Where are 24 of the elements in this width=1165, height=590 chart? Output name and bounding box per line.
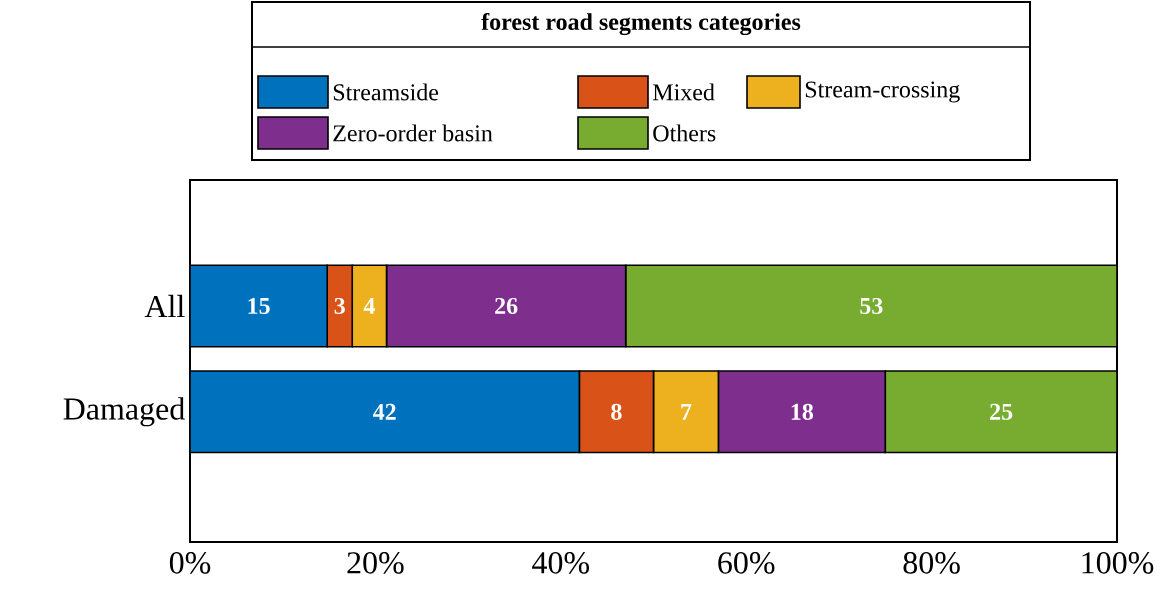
y-tick-label: All bbox=[144, 294, 185, 318]
x-tick-label: 100% bbox=[1082, 552, 1154, 574]
legend-label: Stream-crossing bbox=[805, 81, 960, 103]
data-label: 7 bbox=[681, 403, 692, 420]
data-label: 25 bbox=[990, 403, 1013, 420]
data-label: 18 bbox=[791, 403, 814, 420]
data-label: 15 bbox=[248, 297, 270, 314]
data-label: 26 bbox=[495, 297, 518, 315]
legend-label: Zero-order basin bbox=[333, 124, 493, 142]
data-label: 8 bbox=[611, 403, 622, 420]
x-tick-label: 60% bbox=[718, 552, 775, 574]
legend-label: Mixed bbox=[652, 83, 715, 101]
data-label: 3 bbox=[334, 297, 345, 315]
y-tick-label: Damaged bbox=[63, 397, 185, 427]
x-tick-label: 40% bbox=[532, 552, 590, 574]
data-label: 42 bbox=[373, 403, 396, 420]
legend-label: Streamside bbox=[333, 83, 439, 101]
data-label: 53 bbox=[860, 297, 883, 315]
legend-title: forest road segments categories bbox=[481, 12, 801, 36]
legend-label: Others bbox=[653, 124, 716, 142]
x-tick-label: 80% bbox=[903, 552, 960, 574]
x-tick-label: 20% bbox=[347, 552, 404, 574]
x-tick-label: 0% bbox=[169, 552, 211, 574]
data-label: 4 bbox=[363, 298, 375, 314]
